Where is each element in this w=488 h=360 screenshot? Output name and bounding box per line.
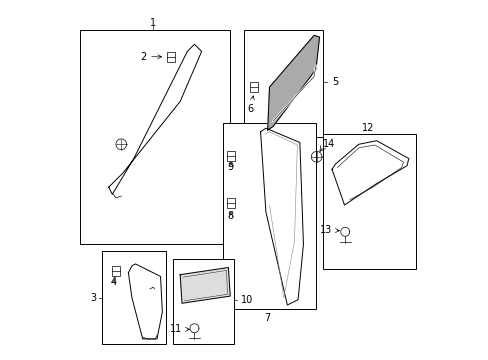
Bar xyxy=(102,251,165,344)
Polygon shape xyxy=(267,35,319,130)
Text: 1: 1 xyxy=(150,18,156,28)
Text: 7: 7 xyxy=(264,312,270,323)
Bar xyxy=(112,266,120,276)
Text: 9: 9 xyxy=(227,162,234,172)
Bar xyxy=(167,51,175,62)
Bar xyxy=(80,30,230,244)
Text: 5: 5 xyxy=(331,77,338,87)
Bar xyxy=(173,258,233,344)
Text: 10: 10 xyxy=(241,295,253,305)
Bar xyxy=(250,82,258,92)
Polygon shape xyxy=(180,267,230,303)
Bar xyxy=(226,198,234,208)
Text: 6: 6 xyxy=(246,96,254,113)
Text: 3: 3 xyxy=(90,293,96,303)
Text: 8: 8 xyxy=(227,211,234,221)
Text: 12: 12 xyxy=(361,123,373,133)
Bar xyxy=(244,30,323,137)
Bar xyxy=(223,123,315,309)
Text: 2: 2 xyxy=(140,52,162,62)
Text: 11: 11 xyxy=(169,324,189,334)
Bar xyxy=(323,134,415,269)
Text: 4: 4 xyxy=(111,277,117,287)
Text: 14: 14 xyxy=(323,139,335,149)
Text: 13: 13 xyxy=(319,225,339,235)
Bar xyxy=(226,151,234,161)
